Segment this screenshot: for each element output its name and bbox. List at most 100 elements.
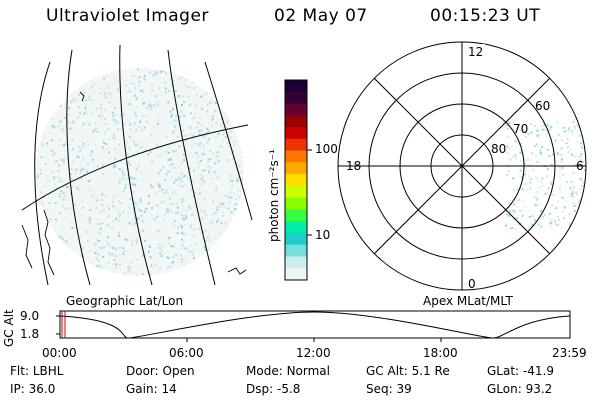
speckle-pixel	[116, 193, 119, 196]
speckle-pixel	[141, 172, 143, 174]
speckle-pixel	[137, 217, 140, 220]
speckle-pixel	[53, 152, 56, 155]
speckle-pixel	[134, 87, 137, 90]
speckle-pixel	[200, 240, 203, 243]
speckle-pixel	[115, 151, 118, 154]
speckle-pixel	[512, 189, 515, 192]
speckle-pixel	[149, 255, 152, 258]
speckle-pixel	[79, 148, 82, 151]
speckle-pixel	[216, 151, 219, 154]
speckle-pixel	[198, 188, 201, 191]
speckle-pixel	[243, 226, 244, 229]
x-tick-label: 23:59	[552, 346, 587, 360]
speckle-pixel	[37, 205, 40, 208]
speckle-pixel	[169, 197, 171, 200]
speckle-pixel	[54, 202, 57, 204]
speckle-pixel	[127, 161, 130, 164]
mlat-label-70: 70	[513, 122, 528, 136]
speckle-pixel	[547, 186, 550, 189]
colorbar-segment	[285, 256, 307, 269]
speckle-pixel	[46, 245, 49, 247]
speckle-pixel	[129, 90, 131, 92]
speckle-pixel	[122, 113, 125, 116]
speckle-pixel	[215, 190, 218, 193]
speckle-pixel	[156, 155, 159, 158]
speckle-pixel	[93, 268, 96, 271]
speckle-pixel	[148, 194, 150, 197]
speckle-pixel	[162, 192, 165, 195]
speckle-pixel	[140, 146, 143, 149]
speckle-pixel	[192, 155, 195, 158]
speckle-pixel	[211, 118, 214, 121]
speckle-pixel	[98, 246, 101, 249]
speckle-pixel	[233, 193, 235, 196]
speckle-pixel	[154, 71, 157, 73]
speckle-pixel	[185, 271, 188, 274]
speckle-pixel	[546, 167, 549, 170]
speckle-pixel	[199, 79, 202, 82]
speckle-pixel	[584, 168, 586, 171]
colorbar-segment	[285, 209, 307, 222]
speckle-pixel	[551, 204, 554, 207]
speckle-pixel	[128, 135, 131, 138]
speckle-pixel	[80, 208, 83, 211]
speckle-pixel	[543, 123, 546, 126]
speckle-pixel	[93, 242, 96, 245]
speckle-pixel	[215, 122, 218, 125]
speckle-pixel	[565, 142, 568, 145]
speckle-pixel	[102, 210, 105, 213]
speckle-pixel	[77, 156, 80, 159]
speckle-pixel	[109, 97, 112, 99]
speckle-pixel	[171, 256, 174, 259]
speckle-pixel	[534, 145, 536, 148]
speckle-pixel	[170, 176, 173, 179]
speckle-pixel	[524, 169, 527, 172]
speckle-pixel	[111, 246, 114, 249]
speckle-pixel	[150, 133, 153, 136]
speckle-pixel	[226, 83, 229, 86]
speckle-pixel	[94, 122, 97, 125]
speckle-pixel	[205, 229, 207, 232]
speckle-pixel	[182, 209, 185, 212]
speckle-pixel	[136, 258, 139, 261]
speckle-pixel	[45, 254, 48, 257]
altitude-timeline: 9.0 1.8 GC Alt 00:00 06:00 12:00 18:00 2…	[2, 309, 587, 360]
speckle-pixel	[224, 222, 227, 225]
speckle-pixel	[47, 73, 50, 76]
speckle-pixel	[112, 166, 115, 169]
speckle-pixel	[91, 194, 93, 196]
speckle-pixel	[213, 71, 215, 74]
speckle-pixel	[192, 179, 195, 182]
speckle-pixel	[36, 89, 39, 92]
speckle-pixel	[58, 236, 61, 239]
speckle-pixel	[64, 269, 67, 271]
speckle-pixel	[182, 240, 185, 243]
speckle-pixel	[561, 167, 564, 170]
speckle-pixel	[108, 245, 111, 248]
speckle-pixel	[197, 161, 199, 164]
speckle-pixel	[566, 181, 569, 184]
speckle-pixel	[215, 155, 218, 158]
speckle-pixel	[169, 144, 172, 147]
speckle-pixel	[44, 163, 47, 166]
uv-emission-speckle	[505, 120, 586, 231]
speckle-pixel	[80, 177, 83, 180]
speckle-pixel	[123, 250, 125, 253]
speckle-pixel	[108, 252, 111, 255]
speckle-pixel	[152, 85, 155, 88]
speckle-pixel	[216, 219, 219, 222]
speckle-pixel	[42, 185, 45, 187]
speckle-pixel	[41, 76, 44, 78]
speckle-pixel	[200, 209, 202, 212]
speckle-pixel	[59, 234, 62, 236]
speckle-pixel	[200, 218, 203, 220]
speckle-pixel	[181, 238, 183, 241]
speckle-pixel	[201, 183, 203, 186]
speckle-pixel	[180, 111, 183, 114]
speckle-pixel	[209, 158, 212, 161]
speckle-pixel	[571, 130, 574, 133]
speckle-pixel	[113, 163, 116, 166]
speckle-pixel	[92, 194, 95, 197]
speckle-pixel	[506, 124, 509, 127]
speckle-pixel	[528, 209, 531, 212]
